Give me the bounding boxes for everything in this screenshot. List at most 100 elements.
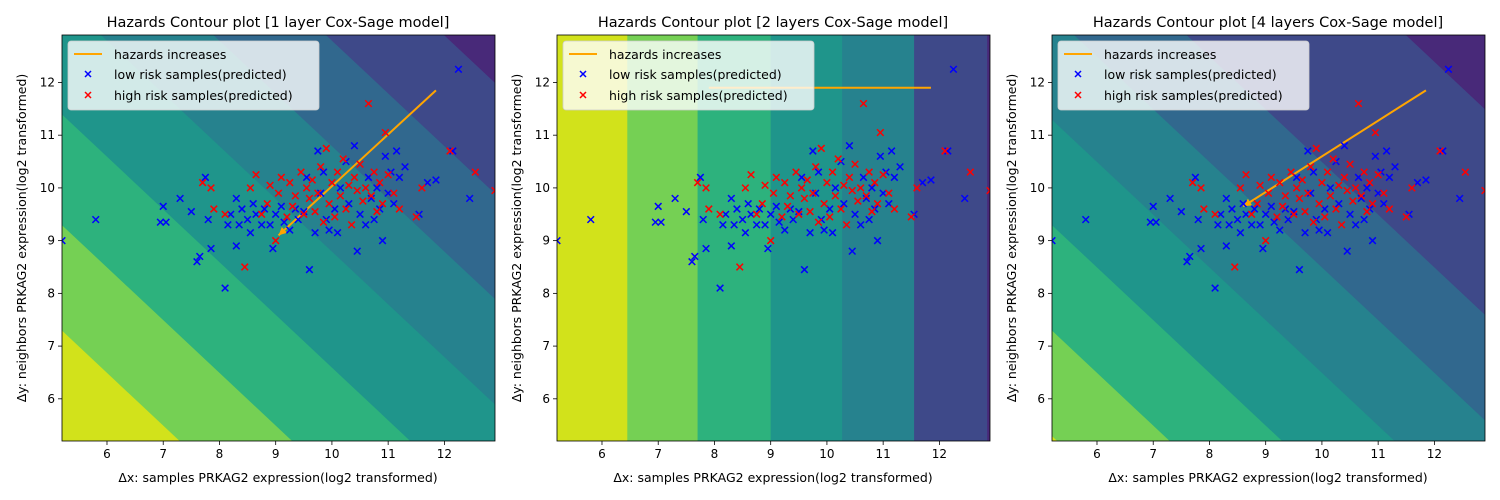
high-risk-point <box>1402 213 1411 221</box>
low-risk-point <box>887 147 896 155</box>
low-risk-point <box>1152 218 1160 227</box>
high-risk-point <box>378 199 387 208</box>
low-risk-point <box>1391 162 1399 171</box>
low-risk-point <box>252 210 260 219</box>
low-risk-point <box>764 244 772 253</box>
high-risk-point <box>367 191 376 200</box>
low-risk-point <box>316 189 325 198</box>
panel-1-title: Hazards Contour plot [1 layer Cox-Sage m… <box>107 15 450 31</box>
low-risk-point <box>1309 168 1318 176</box>
low-risk-point <box>201 173 210 182</box>
low-risk-point <box>1146 218 1155 227</box>
x-tick-label: 12 <box>1427 447 1442 461</box>
low-risk-point <box>314 147 322 155</box>
high-risk-point <box>1334 181 1343 190</box>
legend-high-marker <box>84 91 92 99</box>
low-risk-point <box>1081 215 1090 224</box>
low-risk-point <box>862 194 871 203</box>
low-risk-point <box>696 173 705 182</box>
high-risk-point <box>252 170 260 179</box>
high-risk-point <box>305 194 314 203</box>
high-risk-point <box>271 236 280 245</box>
high-risk-point <box>851 160 859 169</box>
high-risk-point <box>266 181 274 190</box>
low-risk-point <box>1371 152 1380 161</box>
high-risk-point <box>308 176 317 184</box>
high-risk-point <box>1230 263 1239 271</box>
low-risk-point <box>949 65 958 74</box>
low-risk-point <box>1270 218 1278 227</box>
y-tick-label: 6 <box>542 392 550 406</box>
low-risk-point <box>586 215 595 224</box>
low-risk-point <box>195 252 204 261</box>
low-risk-point <box>716 284 724 292</box>
high-risk-point <box>350 173 359 182</box>
panel-2-legend: hazards increases low risk samples(predi… <box>562 40 815 111</box>
contour-band <box>1074 35 1485 421</box>
x-tick-label: 11 <box>1371 447 1386 461</box>
high-risk-point <box>842 220 851 229</box>
low-risk-point <box>269 244 277 253</box>
x-tick-label: 9 <box>1262 447 1270 461</box>
high-risk-point <box>283 213 291 221</box>
high-risk-point <box>1436 147 1444 155</box>
low-risk-point <box>249 199 258 208</box>
low-risk-point <box>1222 242 1231 250</box>
panel-3-points <box>1052 65 1485 292</box>
low-risk-point <box>809 147 817 155</box>
high-risk-point <box>1289 210 1298 219</box>
high-risk-point <box>210 205 218 213</box>
low-risk-point <box>1385 173 1394 182</box>
low-risk-point <box>356 210 364 219</box>
high-risk-point <box>285 178 294 187</box>
legend-low-label: low risk samples(predicted) <box>1104 67 1277 82</box>
high-risk-point <box>491 186 495 195</box>
low-risk-point <box>800 265 809 274</box>
high-risk-point <box>1287 168 1295 176</box>
high-risk-point <box>1349 197 1357 205</box>
high-risk-point <box>446 147 454 155</box>
high-risk-point <box>716 210 724 219</box>
low-risk-point <box>1455 194 1464 203</box>
low-risk-point <box>744 199 753 208</box>
high-risk-point <box>741 184 750 192</box>
high-risk-point <box>1481 186 1485 195</box>
low-risk-point <box>1334 199 1343 208</box>
high-risk-point <box>288 202 297 211</box>
y-tick-label: 12 <box>40 75 55 89</box>
high-risk-point <box>941 147 949 155</box>
high-risk-point <box>1337 220 1346 229</box>
low-risk-point <box>1267 202 1276 211</box>
low-risk-point <box>226 210 235 219</box>
low-risk-point <box>1438 147 1447 155</box>
high-risk-point <box>1371 128 1380 137</box>
legend-line-label: hazards increases <box>114 47 226 62</box>
low-risk-point <box>702 244 710 253</box>
low-risk-point <box>1183 257 1191 266</box>
low-risk-point <box>395 173 404 182</box>
high-risk-point <box>375 178 384 187</box>
high-risk-point <box>1363 207 1371 216</box>
panel-1-points <box>62 65 495 292</box>
high-risk-point <box>845 173 854 182</box>
high-risk-point <box>814 218 823 227</box>
panel-2-frame <box>556 34 991 442</box>
low-risk-point <box>336 184 345 192</box>
low-risk-point <box>384 189 392 198</box>
high-risk-point <box>221 210 229 219</box>
y-tick-label: 12 <box>1030 75 1045 89</box>
high-risk-point <box>1200 205 1208 213</box>
panel-3-arrow <box>1242 89 1427 208</box>
low-risk-point <box>839 199 848 208</box>
low-risk-point <box>943 147 952 155</box>
high-risk-point <box>1385 205 1394 213</box>
legend-low-marker <box>579 70 587 78</box>
legend-low-label: low risk samples(predicted) <box>114 67 287 82</box>
low-risk-point <box>1374 189 1382 198</box>
high-risk-point <box>370 168 378 176</box>
high-risk-point <box>322 144 331 153</box>
high-risk-point <box>359 197 367 205</box>
panel-3-xticks: 6 7 8 9 10 11 12 <box>1093 441 1442 461</box>
high-risk-point <box>865 168 873 176</box>
